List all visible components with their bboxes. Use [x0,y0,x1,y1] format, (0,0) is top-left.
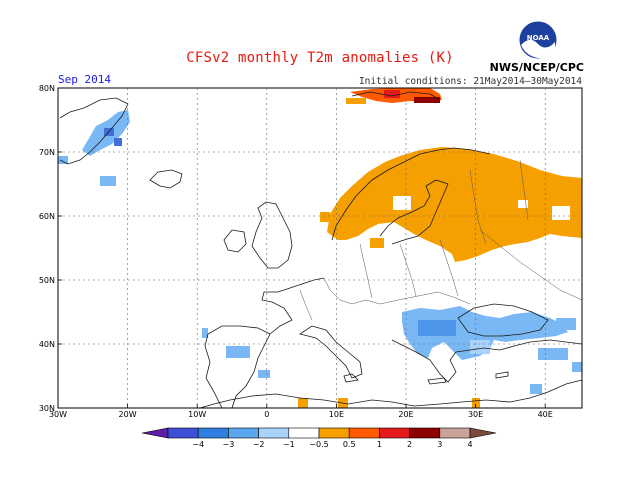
colorbar-swatch [409,427,441,439]
cool-anomaly-cell [530,384,542,394]
latitude-label: 50N [39,276,55,285]
coast-ireland [223,229,247,253]
cool-anomaly-cell [258,370,270,378]
cool-anomaly-core [418,320,456,336]
cool-anomaly-light [470,340,490,354]
colorbar-swatch [379,427,410,439]
coastlines [59,91,582,408]
warm-anomaly-cell [320,212,330,222]
warm-anomaly-cell [298,398,308,408]
strong-warm-cell [384,90,400,98]
coast-italy [299,325,363,379]
longitude-label: 20W [119,410,137,419]
coast-sicily [343,373,359,383]
coast-britain [251,201,293,269]
neutral-gap [393,196,411,210]
noaa-logo: NOAA [518,20,558,60]
coast-greenland [59,97,129,165]
colorbar-tick-label: −1 [283,440,295,449]
longitude-labels: 30W 20W 10W 0 10E 20E 30E 40E [49,404,553,419]
warm-anomaly-scandinavia [327,147,582,262]
coast-north-africa [199,379,582,408]
coast-scandinavia [331,147,491,241]
coast-iberia [204,325,271,408]
longitude-label: 10E [329,410,344,419]
coast-france [261,277,325,335]
colorbar-tick-label: −0.5 [309,440,328,449]
cool-anomaly-cell [226,346,250,358]
cool-anomaly-cell [202,328,208,338]
colorbar-swatch [439,427,471,439]
longitude-label: 30W [49,410,67,419]
colorbar-swatch [141,427,169,439]
colorbar-tick-label: 2 [407,440,412,449]
longitude-label: 30E [468,410,483,419]
colorbar-tick-label: 0.5 [343,440,356,449]
initial-conditions: Initial conditions: 21May2014–30May2014 [358,76,582,87]
latitude-label: 30N [39,404,55,413]
latitude-label: 80N [39,84,55,93]
coast-balkans [391,339,582,383]
warm-anomaly-cell [472,398,480,408]
colorbar-swatch [348,427,380,439]
coast-iceland [149,169,183,189]
colorbar-swatch [318,427,350,439]
country-borders [299,159,582,321]
coast-crete [427,377,447,385]
longitude-label: 10W [188,410,206,419]
cool-anomaly-cell [58,156,68,164]
cool-anomaly-core [114,138,122,146]
colorbar-swatch [258,427,290,439]
longitude-label: 0 [264,410,269,419]
cool-anomaly-cell [572,362,582,372]
coast-baltic [379,179,449,245]
colorbar [141,427,497,439]
colorbar-swatch [167,427,199,439]
longitude-label: 40E [538,410,553,419]
very-strong-warm-cell [414,97,440,103]
colorbar-swatch [288,427,320,439]
longitude-label: 20E [398,410,413,419]
neutral-gap [552,206,570,220]
graticule [58,88,582,408]
cool-anomaly-balkans [402,306,568,360]
cool-anomaly-cell [556,318,576,330]
warm-anomaly-cell [370,238,384,248]
colorbar-swatch [197,427,229,439]
coast-cyprus [495,371,509,379]
noaa-logo-text: NOAA [527,34,550,42]
latitude-label: 60N [39,212,55,221]
colorbar-tick-labels: −4 −3 −2 −1 −0.5 0.5 1 2 3 4 [192,440,472,449]
latitude-label: 40N [39,340,55,349]
latitude-labels: 80N 70N 60N 50N 40N 30N [39,84,62,413]
map-frame [57,87,583,409]
colorbar-tick-label: −2 [253,440,265,449]
colorbar-swatch [228,427,259,439]
cool-anomaly-cell [538,348,568,360]
warm-anomaly-cell [346,98,366,104]
colorbar-tick-label: 3 [437,440,442,449]
map-title: CFSv2 monthly T2m anomalies (K) [186,50,454,66]
latitude-label: 70N [39,148,55,157]
coast-svalbard [351,91,441,101]
anomaly-field [58,88,582,408]
agency-label: NWS/NCEP/CPC [489,61,584,74]
colorbar-swatch [469,427,497,439]
cool-anomaly-iceland [100,176,116,186]
neutral-gap [518,200,528,208]
colorbar-tick-label: −3 [223,440,235,449]
colorbar-tick-label: 4 [467,440,472,449]
forecast-month: Sep 2014 [58,73,111,86]
colorbar-tick-label: 1 [377,440,382,449]
colorbar-tick-label: −4 [192,440,204,449]
coast-black-sea [457,303,549,337]
